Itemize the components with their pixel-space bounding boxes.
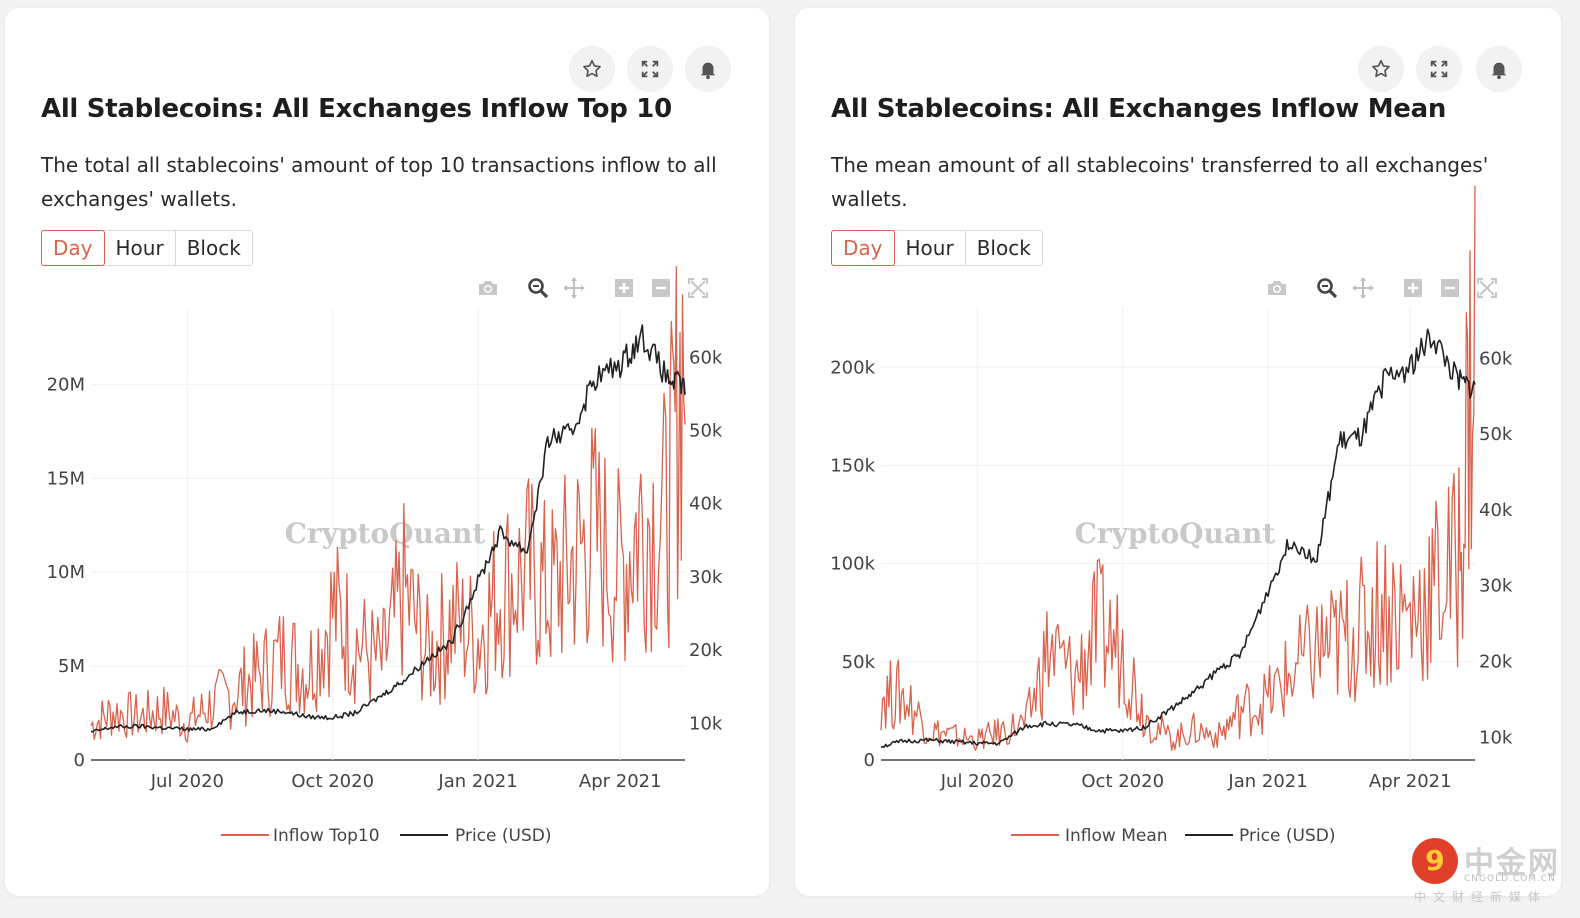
inflow-top10-chart[interactable]: 0 5M 10M 15M 20M 10k 20k 30k 40k 50k 60k Jul 2020…	[5, 266, 765, 878]
x-tick-label: Jul 2020	[150, 771, 224, 792]
camera-button[interactable]	[474, 274, 502, 302]
y-left-tick-label: 200k	[830, 357, 875, 378]
bell-icon	[1491, 62, 1507, 80]
y-right-tick-label: 50k	[1479, 424, 1513, 445]
bell-icon	[700, 62, 716, 80]
star-button[interactable]	[1358, 46, 1404, 92]
tab-block[interactable]: Block	[186, 236, 241, 260]
pan-icon	[1352, 277, 1374, 299]
x-tick-label: Jan 2021	[437, 771, 517, 792]
brand-mark-icon: 9	[1412, 838, 1458, 884]
tab-hour[interactable]: Hour	[895, 231, 966, 265]
y-left-tick-label: 0	[864, 750, 875, 771]
brand-tagline: 中文财经新媒体	[1414, 890, 1548, 904]
pan-button[interactable]	[560, 274, 588, 302]
y-right-tick-label: 60k	[689, 347, 723, 368]
expand-button[interactable]	[1416, 46, 1462, 92]
alert-button[interactable]	[1476, 46, 1522, 92]
minus-icon	[1441, 279, 1459, 297]
autoscale-icon	[688, 278, 708, 298]
x-tick-label: Jul 2020	[940, 771, 1014, 792]
y-right-tick-label: 10k	[689, 713, 723, 734]
zoom-out-button[interactable]	[647, 274, 675, 302]
star-button[interactable]	[569, 46, 615, 92]
y-right-tick-label: 10k	[1479, 727, 1513, 748]
zoom-icon	[528, 278, 549, 299]
y-left-tick-label: 50k	[842, 652, 876, 673]
autoscale-button[interactable]	[1473, 274, 1501, 302]
inflow-line	[880, 185, 1476, 752]
card-title: All Stablecoins: All Exchanges Inflow Me…	[831, 94, 1447, 124]
watermark: CryptoQuant	[1075, 517, 1276, 550]
expand-button[interactable]	[627, 46, 673, 92]
expand-icon	[1430, 60, 1448, 78]
x-tick-label: Apr 2021	[1369, 771, 1452, 792]
zoom-out-button[interactable]	[1436, 274, 1464, 302]
chart-card-inflow-mean: All Stablecoins: All Exchanges Inflow Me…	[795, 8, 1561, 896]
brand-url: CNGOLD.COM.CN	[1464, 874, 1556, 884]
pan-button[interactable]	[1349, 274, 1377, 302]
x-tick-label: Oct 2020	[1081, 771, 1164, 792]
star-icon	[583, 59, 601, 78]
x-tick-label: Jan 2021	[1227, 771, 1307, 792]
card-title: All Stablecoins: All Exchanges Inflow To…	[41, 94, 672, 124]
tab-day[interactable]: Day	[831, 230, 895, 266]
y-left-tick-label: 5M	[58, 656, 85, 677]
y-right-tick-label: 40k	[1479, 500, 1513, 521]
zoom-button[interactable]	[1313, 274, 1341, 302]
camera-button[interactable]	[1263, 274, 1291, 302]
minus-icon	[652, 279, 670, 297]
zoom-in-button[interactable]	[610, 274, 638, 302]
brand-name: 中金网	[1464, 846, 1560, 881]
y-right-tick-label: 20k	[689, 640, 723, 661]
price-line	[880, 328, 1476, 749]
star-icon	[1372, 59, 1390, 78]
y-right-tick-label: 30k	[1479, 576, 1513, 597]
legend-price[interactable]: Price (USD)	[455, 826, 551, 846]
y-left-tick-label: 15M	[47, 468, 85, 489]
y-right-tick-label: 20k	[1479, 651, 1513, 672]
brand-logo: 9 中金网 CNGOLD.COM.CN 中文财经新媒体	[1410, 836, 1570, 906]
chart-card-inflow-top10: All Stablecoins: All Exchanges Inflow To…	[5, 8, 769, 896]
legend-inflow[interactable]: Inflow Top10	[273, 826, 380, 846]
y-left-tick-label: 150k	[830, 455, 875, 476]
x-tick-label: Apr 2021	[579, 771, 662, 792]
tab-block[interactable]: Block	[976, 236, 1031, 260]
y-left-tick-label: 20M	[47, 374, 85, 395]
expand-icon	[641, 60, 659, 78]
zoom-button[interactable]	[524, 274, 552, 302]
tab-hour[interactable]: Hour	[105, 231, 176, 265]
alert-button[interactable]	[685, 46, 731, 92]
card-description: The total all stablecoins' amount of top…	[41, 153, 717, 211]
y-right-tick-label: 30k	[689, 567, 723, 588]
camera-icon	[479, 281, 497, 295]
y-left-tick-label: 10M	[47, 562, 85, 583]
inflow-line	[90, 266, 686, 743]
y-left-tick-label: 100k	[830, 554, 875, 575]
watermark: CryptoQuant	[285, 517, 486, 550]
autoscale-icon	[1477, 278, 1497, 298]
legend-inflow[interactable]: Inflow Mean	[1065, 826, 1168, 846]
zoom-in-button[interactable]	[1399, 274, 1427, 302]
y-right-tick-label: 40k	[689, 494, 723, 515]
y-left-tick-label: 0	[74, 750, 85, 771]
autoscale-button[interactable]	[684, 274, 712, 302]
resolution-tabs: Day Hour Block	[831, 230, 1043, 266]
camera-icon	[1268, 281, 1286, 295]
pan-icon	[563, 277, 585, 299]
card-description: The mean amount of all stablecoins' tran…	[831, 153, 1489, 211]
price-line	[90, 324, 686, 733]
zoom-icon	[1317, 278, 1338, 299]
y-right-tick-label: 60k	[1479, 348, 1513, 369]
legend-price[interactable]: Price (USD)	[1239, 826, 1335, 846]
resolution-tabs: Day Hour Block	[41, 230, 253, 266]
tab-day[interactable]: Day	[41, 230, 105, 266]
inflow-mean-chart[interactable]: 0 50k 100k 150k 200k 10k 20k 30k 40k 50k 60k Jul …	[795, 185, 1555, 878]
x-tick-label: Oct 2020	[291, 771, 374, 792]
plus-icon	[1404, 279, 1422, 297]
plus-icon	[615, 279, 633, 297]
y-right-tick-label: 50k	[689, 421, 723, 442]
